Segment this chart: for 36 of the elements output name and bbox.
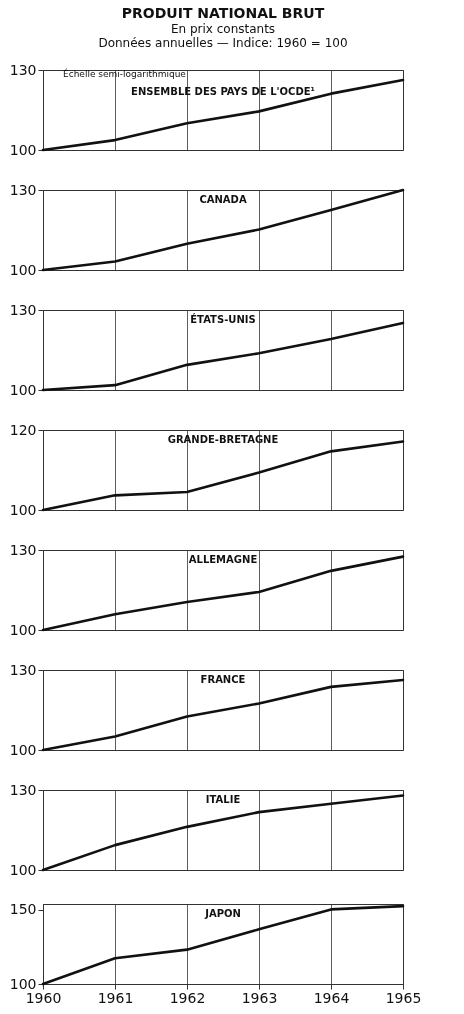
y-tick-label: 100 xyxy=(9,861,37,878)
chart-subtitle: En prix constants Données annuelles — Indice: 1960 = 100 xyxy=(98,22,348,50)
y-tick-label: 120 xyxy=(9,421,37,438)
chart-title: PRODUIT NATIONAL BRUT xyxy=(121,5,325,21)
x-tick-label: 1962 xyxy=(169,989,206,1006)
line-series xyxy=(41,188,405,272)
y-tick-label: 130 xyxy=(9,301,37,318)
line-series xyxy=(41,78,405,152)
y-tick-label: 100 xyxy=(9,261,37,278)
y-tick-label: 100 xyxy=(9,501,37,518)
y-tick-label: 150 xyxy=(9,901,37,918)
y-tick-label: 130 xyxy=(9,61,37,78)
y-tick-label: 100 xyxy=(9,975,37,992)
text: FRANCE xyxy=(200,674,246,685)
text: ÉTATS-UNIS xyxy=(190,313,256,325)
line-series xyxy=(41,904,405,986)
line-series xyxy=(41,321,405,392)
line-series xyxy=(41,794,405,872)
line-series xyxy=(41,555,405,632)
text: ALLEMAGNE xyxy=(188,554,258,565)
series-label: JAPON xyxy=(204,908,241,919)
y-tick-label: 130 xyxy=(9,661,37,678)
y-tick-label: 100 xyxy=(9,141,37,158)
x-tick-label: 1961 xyxy=(97,989,134,1006)
y-tick-label: 100 xyxy=(9,381,37,398)
x-tick-label: 1963 xyxy=(241,989,278,1006)
y-tick-label: 130 xyxy=(9,781,37,798)
x-tick-label: 1965 xyxy=(385,989,422,1006)
x-tick-label: 1964 xyxy=(313,989,350,1006)
series-label: ITALIE xyxy=(205,794,241,805)
y-tick-label: 100 xyxy=(9,621,37,638)
y-tick-label: 130 xyxy=(9,541,37,558)
text: CANADA xyxy=(199,194,247,205)
y-tick-label: 130 xyxy=(9,181,37,198)
y-tick-label: 100 xyxy=(9,741,37,758)
x-tick-label: 1960 xyxy=(25,989,62,1006)
